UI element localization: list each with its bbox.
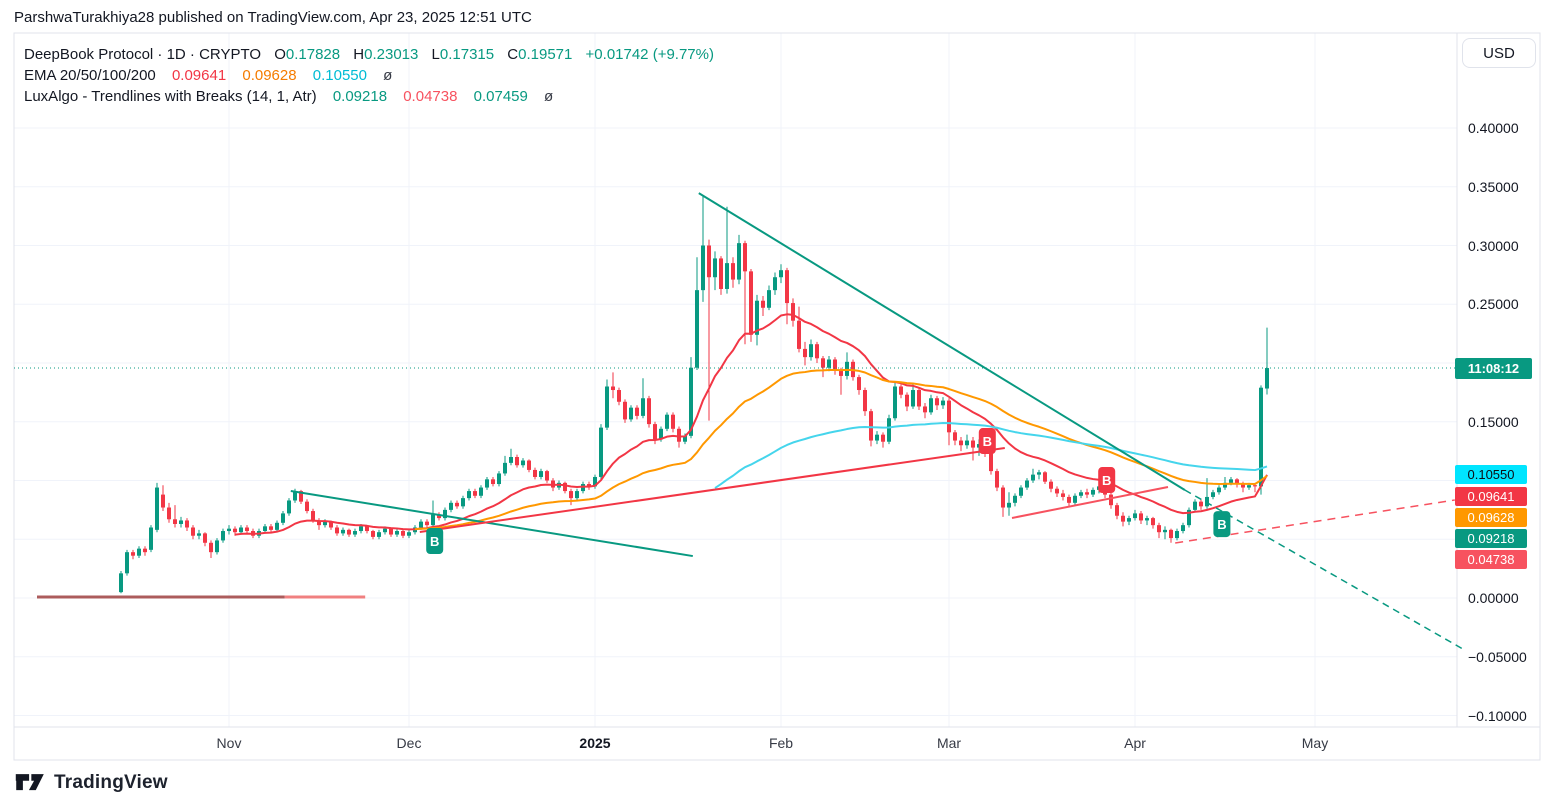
price-badge-trendline-upper: 0.09218	[1455, 528, 1527, 548]
time-tick-label-nov: Nov	[216, 735, 242, 751]
ema-indicator-title: EMA 20/50/100/200	[24, 67, 156, 84]
low-label: L	[431, 46, 440, 63]
time-axis[interactable]: Nov Dec 2025 Feb Mar Apr May	[14, 727, 1457, 760]
svg-text:B: B	[430, 534, 439, 549]
svg-text:B: B	[1217, 517, 1226, 532]
chart-legend: DeepBook Protocol · 1D · CRYPTO O0.17828…	[24, 44, 714, 107]
open-label: O	[274, 46, 286, 63]
luxalgo-lower-value: 0.04738	[403, 88, 458, 105]
price-badge-ema50: 0.09628	[1455, 507, 1527, 527]
close-label: C	[507, 46, 519, 63]
ema-100-line	[714, 421, 1268, 489]
footer: TradingView	[14, 770, 168, 796]
price-tick-label: 0.00000	[1468, 590, 1519, 606]
time-tick-label-2025: 2025	[579, 735, 611, 751]
break-label-down: B	[1098, 467, 1116, 494]
price-tick-label: 0.15000	[1468, 413, 1519, 430]
chart-borders	[13, 32, 1541, 761]
break-label-down: B	[978, 428, 996, 455]
ema20-value: 0.09641	[171, 67, 227, 84]
break-label-up: B	[426, 528, 444, 555]
price-badge-trendline-lower: 0.04738	[1455, 549, 1527, 569]
trendline-up-march	[1011, 485, 1169, 519]
price-tick-label: −0.10000	[1468, 707, 1527, 724]
legend-luxalgo-row[interactable]: LuxAlgo - Trendlines with Breaks (14, 1,…	[24, 86, 714, 107]
countdown-badge: 11:08:12	[1455, 357, 1532, 379]
price-tick-label: −0.05000	[1468, 648, 1527, 665]
price-tick-label: 0.30000	[1468, 237, 1519, 254]
price-tick-label: 0.40000	[1468, 120, 1519, 136]
trendline-major-down-ext	[1184, 489, 1463, 650]
luxalgo-mid-value: 0.07459	[473, 88, 528, 105]
publish-header: ParshwaTurakhiya28 published on TradingV…	[14, 9, 532, 26]
luxalgo-empty-icon: ø	[544, 88, 554, 105]
ema-50-line	[414, 368, 1268, 531]
tradingview-logo-icon[interactable]	[14, 770, 46, 796]
high-value: 0.23013	[364, 46, 419, 63]
legend-ema-row[interactable]: EMA 20/50/100/200 0.09641 0.09628 0.1055…	[24, 65, 714, 86]
price-badge-ema100: 0.10550	[1455, 464, 1527, 484]
high-label: H	[353, 46, 365, 63]
trendline-major-down	[698, 192, 1186, 491]
price-axis[interactable]: 0.40000 0.35000 0.30000 0.25000 0.15000 0.000…	[1447, 33, 1554, 727]
break-label-up: B	[1213, 511, 1231, 538]
ema-20-line	[234, 313, 1268, 536]
legend-symbol-row[interactable]: DeepBook Protocol · 1D · CRYPTO O0.17828…	[24, 44, 714, 65]
price-tick-label: 0.35000	[1468, 178, 1519, 195]
low-value: 0.17315	[439, 46, 495, 63]
time-tick-label-feb: Feb	[768, 735, 794, 751]
price-tick-label: 0.25000	[1468, 296, 1519, 313]
candlestick-series	[119, 194, 1269, 594]
svg-text:B: B	[983, 434, 992, 449]
close-value: 0.19571	[518, 46, 573, 63]
currency-button[interactable]: USD	[1462, 38, 1536, 68]
time-tick-label-dec: Dec	[396, 735, 422, 751]
symbol-title: DeepBook Protocol · 1D · CRYPTO	[24, 46, 262, 63]
svg-text:B: B	[1102, 473, 1111, 488]
trendline-minor-down	[290, 489, 693, 558]
tradingview-brand-text[interactable]: TradingView	[54, 772, 168, 793]
change-value: +0.01742 (+9.77%)	[585, 46, 714, 63]
ema100-value: 0.10550	[312, 67, 367, 84]
open-value: 0.17828	[285, 46, 341, 63]
luxalgo-upper-value: 0.09218	[332, 88, 388, 105]
time-tick-label-mar: Mar	[936, 735, 962, 751]
grid-lines	[14, 33, 1457, 727]
ema200-empty-icon: ø	[383, 67, 393, 84]
time-tick-label-apr: Apr	[1124, 735, 1146, 751]
ema50-value: 0.09628	[242, 67, 297, 84]
price-badge-ema20: 0.09641	[1455, 486, 1527, 506]
trendline-up-long	[419, 446, 1005, 533]
luxalgo-indicator-title: LuxAlgo - Trendlines with Breaks (14, 1,…	[24, 88, 317, 105]
time-tick-label-may: May	[1301, 735, 1329, 751]
